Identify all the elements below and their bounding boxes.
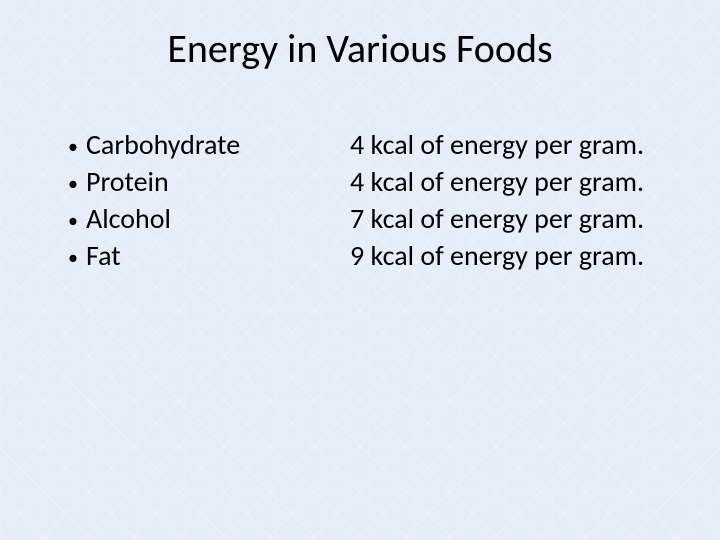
bullet-icon: • (60, 203, 86, 240)
value-label: 4 kcal of energy per gram. (350, 126, 644, 163)
bullet-icon: • (60, 129, 86, 166)
slide-container: Energy in Various Foods • Carbohydrate •… (0, 0, 720, 540)
value-list: 4 kcal of energy per gram. 4 kcal of ene… (350, 126, 680, 274)
list-item: • Carbohydrate (60, 126, 350, 163)
bullet-icon: • (60, 166, 86, 203)
food-label: Fat (86, 237, 121, 274)
value-label: 9 kcal of energy per gram. (350, 237, 644, 274)
value-label: 4 kcal of energy per gram. (350, 163, 644, 200)
list-item: 9 kcal of energy per gram. (350, 237, 680, 274)
slide-title: Energy in Various Foods (0, 24, 720, 73)
list-item: • Fat (60, 237, 350, 274)
list-item: 4 kcal of energy per gram. (350, 163, 680, 200)
list-item: 7 kcal of energy per gram. (350, 200, 680, 237)
content-area: • Carbohydrate • Protein • Alcohol • Fat… (60, 126, 680, 274)
food-label: Protein (86, 163, 169, 200)
food-label: Alcohol (86, 200, 171, 237)
food-list: • Carbohydrate • Protein • Alcohol • Fat (60, 126, 350, 274)
list-item: • Alcohol (60, 200, 350, 237)
value-label: 7 kcal of energy per gram. (350, 200, 644, 237)
list-item: 4 kcal of energy per gram. (350, 126, 680, 163)
food-label: Carbohydrate (86, 126, 240, 163)
list-item: • Protein (60, 163, 350, 200)
bullet-icon: • (60, 240, 86, 277)
